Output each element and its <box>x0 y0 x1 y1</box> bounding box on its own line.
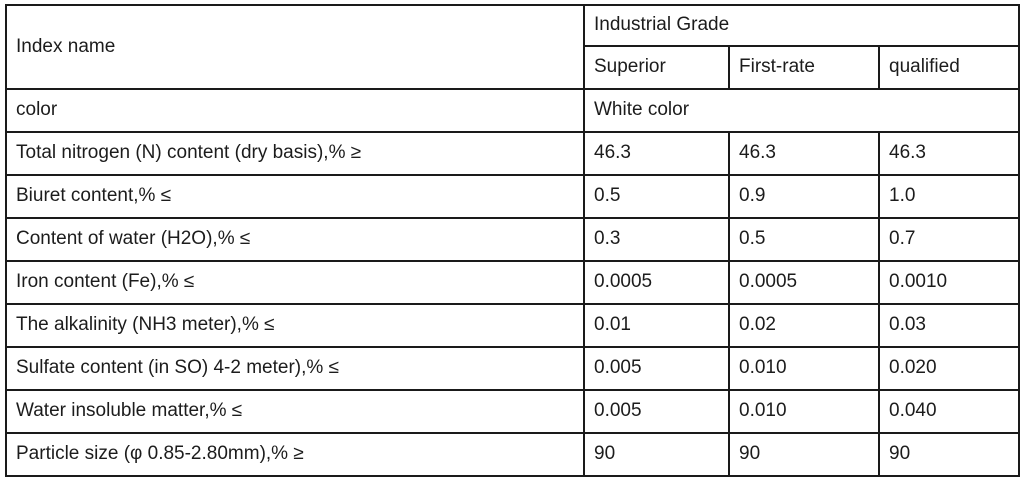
value-cell: 0.03 <box>877 303 1021 348</box>
value-cell: 0.0005 <box>728 260 880 305</box>
table-row-sulfate: Sulfate content (in SO) 4-2 meter),% ≤ 0… <box>5 346 1021 391</box>
table-row-iron-content: Iron content (Fe),% ≤ 0.0005 0.0005 0.00… <box>5 260 1021 305</box>
table-row-total-nitrogen: Total nitrogen (N) content (dry basis),%… <box>5 131 1021 176</box>
value-cell: 0.0010 <box>877 260 1021 305</box>
table-row-color: color White color <box>5 88 1021 133</box>
value-cell: 0.02 <box>728 303 880 348</box>
row-label-cell: Total nitrogen (N) content (dry basis),%… <box>5 131 585 176</box>
row-label-cell: Iron content (Fe),% ≤ <box>5 260 585 305</box>
value-cell: 46.3 <box>877 131 1021 176</box>
value-cell: 0.005 <box>583 346 730 391</box>
table-row-particle-size: Particle size (φ 0.85-2.80mm),% ≥ 90 90 … <box>5 432 1021 477</box>
row-label-cell: Sulfate content (in SO) 4-2 meter),% ≤ <box>5 346 585 391</box>
value-cell: White color <box>582 88 1021 133</box>
index-name-header: Index name <box>5 4 585 90</box>
value-cell: 0.9 <box>728 174 880 219</box>
table-row-biuret: Biuret content,% ≤ 0.5 0.9 1.0 <box>5 174 1021 219</box>
header-row-grades: Superior First-rate qualified <box>6 45 1021 90</box>
value-cell: 0.3 <box>583 217 730 262</box>
industrial-grade-header: Industrial Grade <box>582 4 1021 47</box>
table-row-water-content: Content of water (H2O),% ≤ 0.3 0.5 0.7 <box>5 217 1021 262</box>
value-cell: 0.5 <box>583 174 730 219</box>
grade-first-rate-header: First-rate <box>728 45 880 90</box>
row-label-cell: Content of water (H2O),% ≤ <box>5 217 585 262</box>
value-cell: 0.0005 <box>583 260 730 305</box>
row-label-cell: Water insoluble matter,% ≤ <box>5 389 585 434</box>
header-row-group: Index name Industrial Grade <box>5 4 1021 90</box>
value-cell: 46.3 <box>583 131 730 176</box>
value-cell: 90 <box>728 432 880 477</box>
value-cell: 0.7 <box>877 217 1021 262</box>
table-row-water-insoluble: Water insoluble matter,% ≤ 0.005 0.010 0… <box>5 389 1021 434</box>
value-cell: 0.01 <box>583 303 730 348</box>
row-label-cell: color <box>5 88 585 133</box>
value-cell: 0.010 <box>728 389 880 434</box>
value-cell: 0.005 <box>583 389 730 434</box>
row-label-cell: Biuret content,% ≤ <box>5 174 585 219</box>
value-cell: 0.5 <box>728 217 880 262</box>
value-cell: 90 <box>583 432 730 477</box>
grade-superior-header: Superior <box>583 45 730 90</box>
industrial-grade-spec-table: Index name Industrial Grade Superior Fir… <box>5 4 1021 477</box>
value-cell: 0.020 <box>877 346 1021 391</box>
value-cell: 46.3 <box>728 131 880 176</box>
grade-qualified-header: qualified <box>877 45 1021 90</box>
row-label-cell: Particle size (φ 0.85-2.80mm),% ≥ <box>5 432 585 477</box>
value-cell: 90 <box>877 432 1021 477</box>
value-cell: 0.010 <box>728 346 880 391</box>
row-label-cell: The alkalinity (NH3 meter),% ≤ <box>5 303 585 348</box>
value-cell: 0.040 <box>877 389 1021 434</box>
table-row-alkalinity: The alkalinity (NH3 meter),% ≤ 0.01 0.02… <box>5 303 1021 348</box>
value-cell: 1.0 <box>877 174 1021 219</box>
